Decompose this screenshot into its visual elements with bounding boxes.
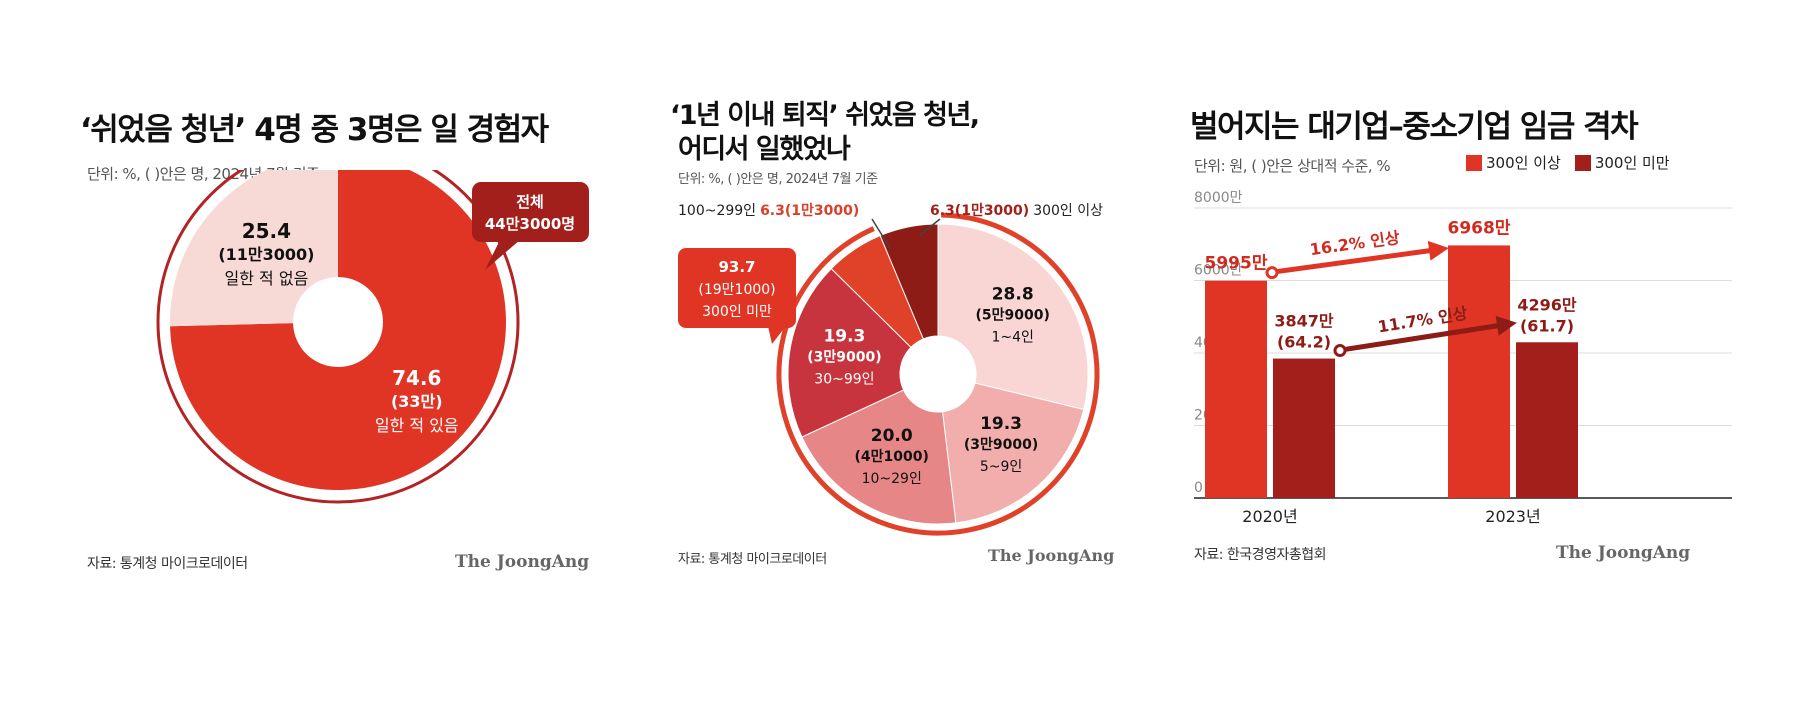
bar-0-0	[1205, 280, 1267, 498]
value-label-small-2020-ratio: (64.2)	[1277, 333, 1331, 352]
pie2-slice-label-2: 10~29인	[862, 471, 922, 487]
pie2-slice-value-2: 20.0	[871, 426, 913, 446]
pie-chart-2: 28.8 (5만9000) 1~4인 19.3 (3만9000) 5~9인 20.0 (4만1…	[678, 203, 1103, 536]
legend-swatch-small	[1574, 154, 1591, 171]
label-300-plus: 6.3(1만3000) 300인 이상	[930, 203, 1103, 219]
y-tick-label-3: 6000만	[1194, 263, 1243, 279]
pie2-slice-0	[937, 223, 1089, 411]
panel1-title: ‘쉬었음 청년’ 4명 중 3명은 일 경험자	[80, 112, 549, 148]
panel3-brand: The JoongAng	[1556, 543, 1691, 563]
pie1-slice-1	[170, 170, 338, 327]
panel3-unit: 단위: 원, ( )안은 상대적 수준, %	[1194, 157, 1391, 175]
panel3-source: 자료: 한국경영자총협회	[1194, 547, 1326, 563]
pie1-outer-ring	[156, 170, 520, 504]
pie1-slice-label-1: 일한 적 없음	[225, 269, 309, 288]
total-badge-line2: 44만3000명	[485, 215, 575, 233]
pie2-slice-value-0: 28.8	[992, 284, 1034, 304]
panel-wage-gap: 벌어지는 대기업–중소기업 임금 격차 단위: 원, ( )안은 상대적 수준,…	[1120, 0, 1818, 702]
label-300-plus-value: 6.3(1만3000)	[930, 203, 1029, 219]
label-300-plus-text: 300인 이상	[1033, 203, 1103, 219]
panel3-legend: 300인 이상 300인 미만	[1466, 152, 1684, 173]
pie2-slice-label-3: 30~99인	[814, 372, 874, 388]
pie2-slice-count-2: (4만1000)	[855, 449, 929, 465]
total-badge-line1: 전체	[516, 193, 544, 211]
pie1-slice-0	[170, 170, 506, 490]
panel2-source: 자료: 통계청 마이크로데이터	[678, 552, 827, 567]
legend-item-large: 300인 이상	[1466, 152, 1561, 173]
label-100-299-value: 6.3(1만3000)	[760, 203, 859, 219]
legend-label-small: 300인 미만	[1594, 154, 1670, 172]
value-label-large-2023: 6968만	[1448, 218, 1511, 238]
label-100-299-text: 100~299인	[678, 203, 756, 219]
pie1-slice-count-0: (33만)	[391, 392, 443, 411]
y-tick-label-4: 8000만	[1194, 190, 1243, 206]
legend-item-small: 300인 미만	[1574, 152, 1670, 173]
bar-1-0	[1448, 245, 1510, 498]
pie2-slice-2	[801, 389, 957, 525]
pie1-slice-value-1: 25.4	[242, 219, 291, 243]
value-label-small-2020: 3847만	[1274, 312, 1334, 331]
value-label-large-2020: 5995만	[1205, 254, 1268, 274]
pie2-slice-count-0: (5만9000)	[976, 307, 1050, 323]
pie2-slice-value-1: 19.3	[980, 414, 1022, 434]
panel2-title-line2: 어디서 일했었나	[678, 134, 851, 165]
callout-label: 300인 미만	[702, 304, 772, 320]
pie1-slice-value-0: 74.6	[392, 366, 441, 390]
pie2-slice-value-3: 19.3	[823, 327, 865, 347]
legend-label-large: 300인 이상	[1486, 154, 1561, 172]
panel1-source: 자료: 통계청 마이크로데이터	[87, 556, 248, 572]
panel-work-experience: ‘쉬었음 청년’ 4명 중 3명은 일 경험자 단위: %, ( )안은 명, …	[0, 0, 620, 702]
value-label-small-2023-ratio: (61.7)	[1520, 316, 1574, 335]
bar-chart: 02000만4000만6000만8000만 2020년2023년5995만696…	[1194, 190, 1732, 526]
pie2-slice-5	[879, 223, 939, 340]
under-300-callout: 93.7 (19만1000) 300인 미만	[678, 248, 796, 344]
bar-0-1	[1273, 358, 1335, 498]
panel2-brand: The JoongAng	[988, 546, 1115, 565]
value-label-small-2023: 4296만	[1517, 295, 1577, 314]
x-tick-label-0: 2020년	[1242, 507, 1297, 526]
pie2-slice-1	[941, 382, 1085, 524]
pie2-slice-label-1: 5~9인	[980, 459, 1022, 475]
bar-1-1	[1516, 342, 1578, 498]
leader-line-300	[919, 218, 941, 236]
label-100-299: 100~299인 6.3(1만3000)	[678, 203, 859, 219]
callout-value: 93.7	[718, 258, 755, 276]
arrow-large-start	[1265, 266, 1279, 280]
pie2-slice-count-1: (3만9000)	[964, 437, 1038, 453]
pie2-outer-ring	[776, 212, 1100, 536]
y-tick-label-0: 0	[1194, 480, 1203, 496]
legend-swatch-large	[1466, 154, 1482, 171]
callout-count: (19만1000)	[698, 282, 775, 298]
leader-line-100-299	[871, 218, 891, 249]
pie1-slice-count-1: (11만3000)	[218, 245, 314, 264]
pie2-slice-count-3: (3만9000)	[807, 350, 881, 366]
arrow-small	[1343, 315, 1517, 353]
x-tick-label-1: 2023년	[1485, 507, 1540, 526]
panel3-title: 벌어지는 대기업–중소기업 임금 격차	[1190, 109, 1639, 145]
panel1-brand: The JoongAng	[455, 552, 590, 572]
panel2-unit: 단위: %, ( )안은 명, 2024년 7월 기준	[678, 172, 878, 187]
pie2-slice-3	[787, 267, 912, 438]
panel2-title-line1: ‘1년 이내 퇴직’ 쉬었음 청년,	[670, 100, 980, 131]
pie-chart-1: 74.6 (33만) 일한 적 있음 25.4 (11만3000) 일한 적 없음 전체 …	[156, 170, 589, 504]
pie1-slice-label-0: 일한 적 있음	[375, 416, 459, 435]
arrow-small-start	[1333, 344, 1347, 358]
panel-previous-workplace: ‘1년 이내 퇴직’ 쉬었음 청년, 어디서 일했었나 단위: %, ( )안은…	[620, 0, 1120, 702]
arrow-large	[1275, 240, 1449, 275]
pie2-slice-label-0: 1~4인	[991, 329, 1033, 345]
total-badge: 전체 44만3000명	[472, 182, 589, 270]
